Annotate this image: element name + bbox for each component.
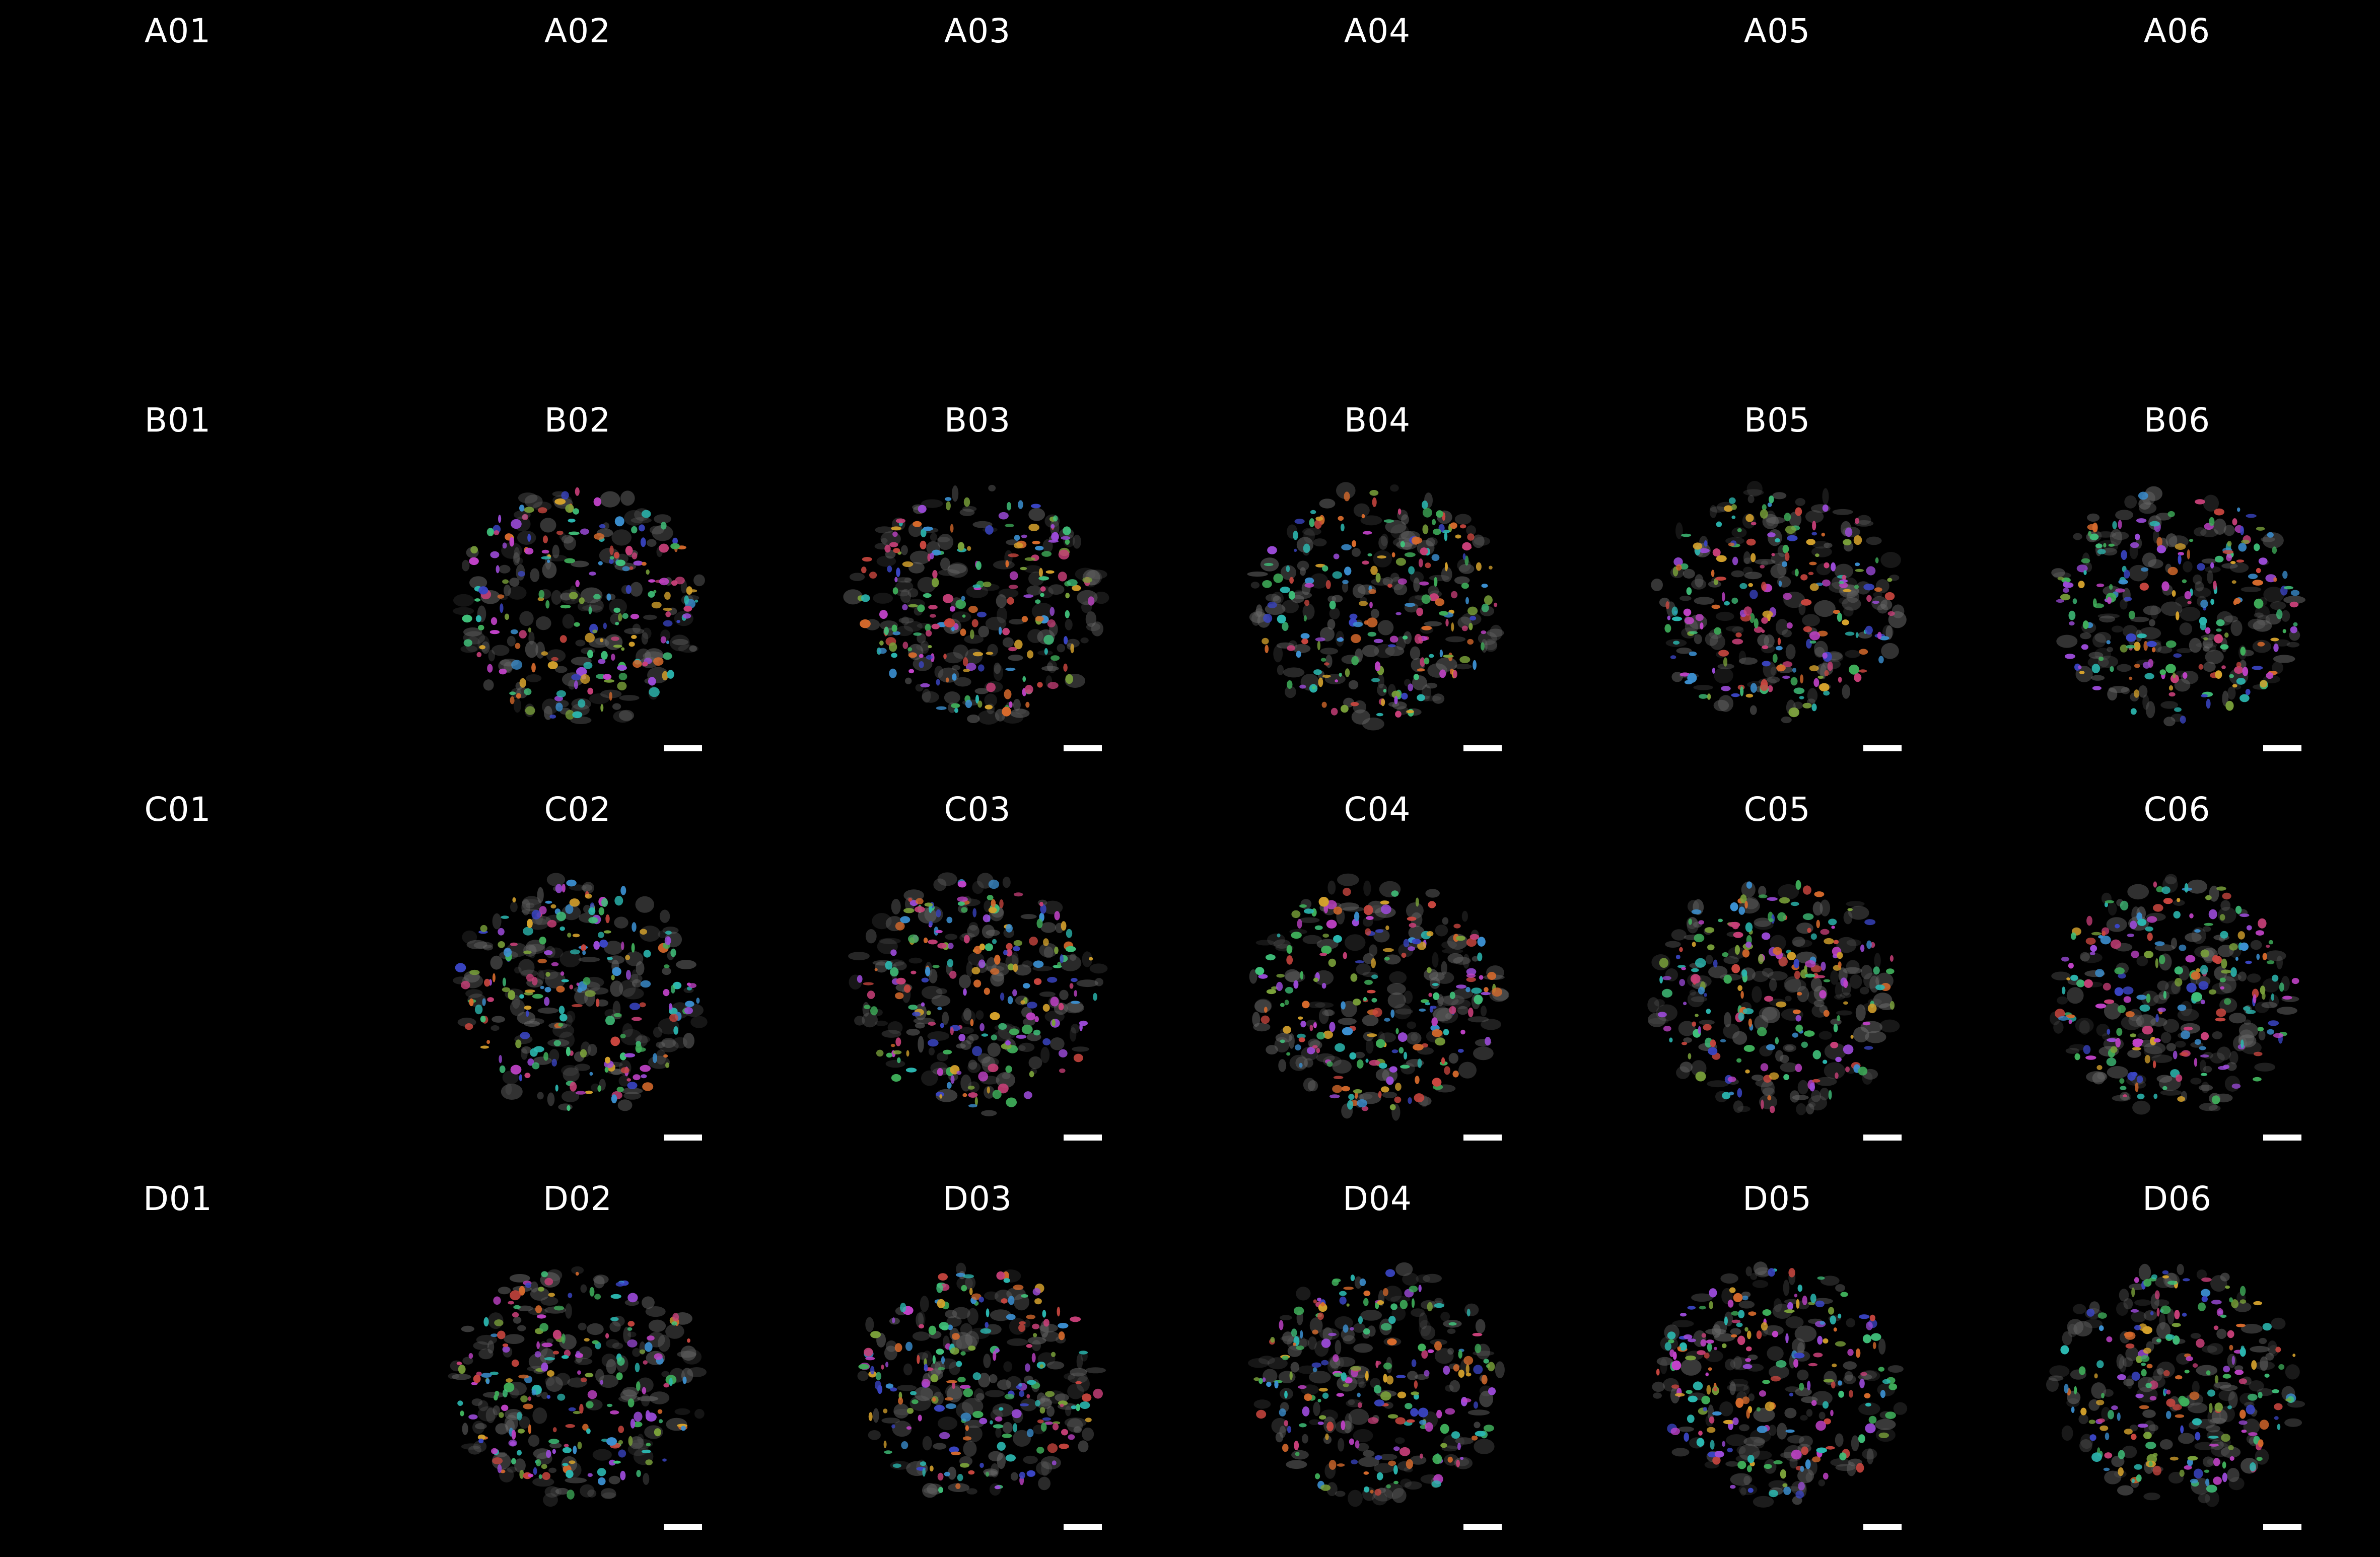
well-image <box>1177 445 1577 779</box>
scale-bar <box>1064 1135 1102 1141</box>
well-image <box>1177 834 1577 1168</box>
well-cell: B05 <box>1577 389 1977 779</box>
segmentation-overlay <box>2050 874 2299 1115</box>
scale-bar <box>2263 1135 2301 1141</box>
scale-bar <box>1463 745 1502 751</box>
well-label: A03 <box>944 12 1011 50</box>
segmentation-overlay <box>1248 1262 1505 1507</box>
well-image <box>378 1223 778 1557</box>
well-label: C04 <box>1344 790 1411 829</box>
scale-bar <box>664 745 702 751</box>
well-image <box>1977 1223 2377 1557</box>
well-label: A02 <box>544 12 611 50</box>
well-cell: D04 <box>1177 1168 1577 1557</box>
well-cell: C03 <box>778 779 1177 1168</box>
well-label: B04 <box>1344 401 1411 440</box>
well-label: C05 <box>1743 790 1811 829</box>
well-cell: C02 <box>378 779 778 1168</box>
scale-bar <box>1863 745 1902 751</box>
segmentation-overlay <box>2051 486 2305 727</box>
well-cell: D05 <box>1577 1168 1977 1557</box>
well-cell: A02 <box>378 0 778 389</box>
segmentation-overlay <box>1647 880 1900 1115</box>
well-label: C06 <box>2143 790 2211 829</box>
well-cell: A05 <box>1577 0 1977 389</box>
well-label: D04 <box>1343 1179 1412 1218</box>
scale-bar <box>1863 1135 1902 1141</box>
segmentation-overlay <box>2046 1263 2305 1507</box>
well-cell: C06 <box>1977 779 2377 1168</box>
scale-bar <box>1863 1524 1902 1530</box>
well-label: C01 <box>144 790 212 829</box>
well-label: D06 <box>2142 1179 2212 1218</box>
segmentation-overlay <box>848 872 1108 1116</box>
scale-bar <box>664 1524 702 1530</box>
scale-bar <box>1463 1135 1502 1141</box>
segmentation-overlay <box>857 1262 1106 1498</box>
well-label: A05 <box>1743 12 1811 50</box>
well-cell: C05 <box>1577 779 1977 1168</box>
well-cell: D03 <box>778 1168 1177 1557</box>
well-label: D01 <box>143 1179 213 1218</box>
well-cell: C01 <box>0 779 378 1168</box>
well-cell: C04 <box>1177 779 1577 1168</box>
segmentation-overlay <box>1651 481 1907 724</box>
segmentation-overlay <box>843 484 1109 725</box>
well-cell: A01 <box>0 0 378 389</box>
segmentation-overlay <box>453 487 705 724</box>
well-label: C03 <box>944 790 1011 829</box>
well-cell: A03 <box>778 0 1177 389</box>
well-image <box>1577 834 1977 1168</box>
well-cell: A04 <box>1177 0 1577 389</box>
segmentation-overlay <box>448 1266 707 1507</box>
scale-bar <box>2263 1524 2301 1530</box>
well-image <box>1977 834 2377 1168</box>
well-image <box>778 1223 1177 1557</box>
well-image <box>378 445 778 779</box>
well-label: B06 <box>2143 401 2211 440</box>
segmentation-overlay <box>1247 482 1504 731</box>
well-cell: B03 <box>778 389 1177 779</box>
well-label: A06 <box>2143 12 2211 50</box>
scale-bar <box>1064 745 1102 751</box>
well-label: C02 <box>544 790 611 829</box>
segmentation-overlay <box>1652 1261 1908 1508</box>
segmentation-overlay <box>453 873 708 1111</box>
well-cell: B01 <box>0 389 378 779</box>
well-cell: D02 <box>378 1168 778 1557</box>
well-cell: D01 <box>0 1168 378 1557</box>
well-label: B01 <box>144 401 212 440</box>
well-label: B02 <box>544 401 611 440</box>
well-image <box>778 445 1177 779</box>
well-cell: B06 <box>1977 389 2377 779</box>
well-image <box>1177 1223 1577 1557</box>
well-image <box>1577 445 1977 779</box>
well-cell: D06 <box>1977 1168 2377 1557</box>
well-image <box>378 834 778 1168</box>
well-label: A04 <box>1344 12 1411 50</box>
scale-bar <box>1463 1524 1502 1530</box>
scale-bar <box>664 1135 702 1141</box>
scale-bar <box>1064 1524 1102 1530</box>
scale-bar <box>2263 745 2301 751</box>
well-cell: B02 <box>378 389 778 779</box>
well-image <box>1977 445 2377 779</box>
well-cell: B04 <box>1177 389 1577 779</box>
well-cell: A06 <box>1977 0 2377 389</box>
well-label: A01 <box>144 12 212 50</box>
segmentation-overlay <box>1249 873 1509 1121</box>
well-label: D02 <box>543 1179 612 1218</box>
well-image <box>778 834 1177 1168</box>
well-label: B05 <box>1743 401 1811 440</box>
well-label: D03 <box>943 1179 1012 1218</box>
well-label: B03 <box>944 401 1011 440</box>
well-image <box>1577 1223 1977 1557</box>
well-label: D05 <box>1742 1179 1812 1218</box>
